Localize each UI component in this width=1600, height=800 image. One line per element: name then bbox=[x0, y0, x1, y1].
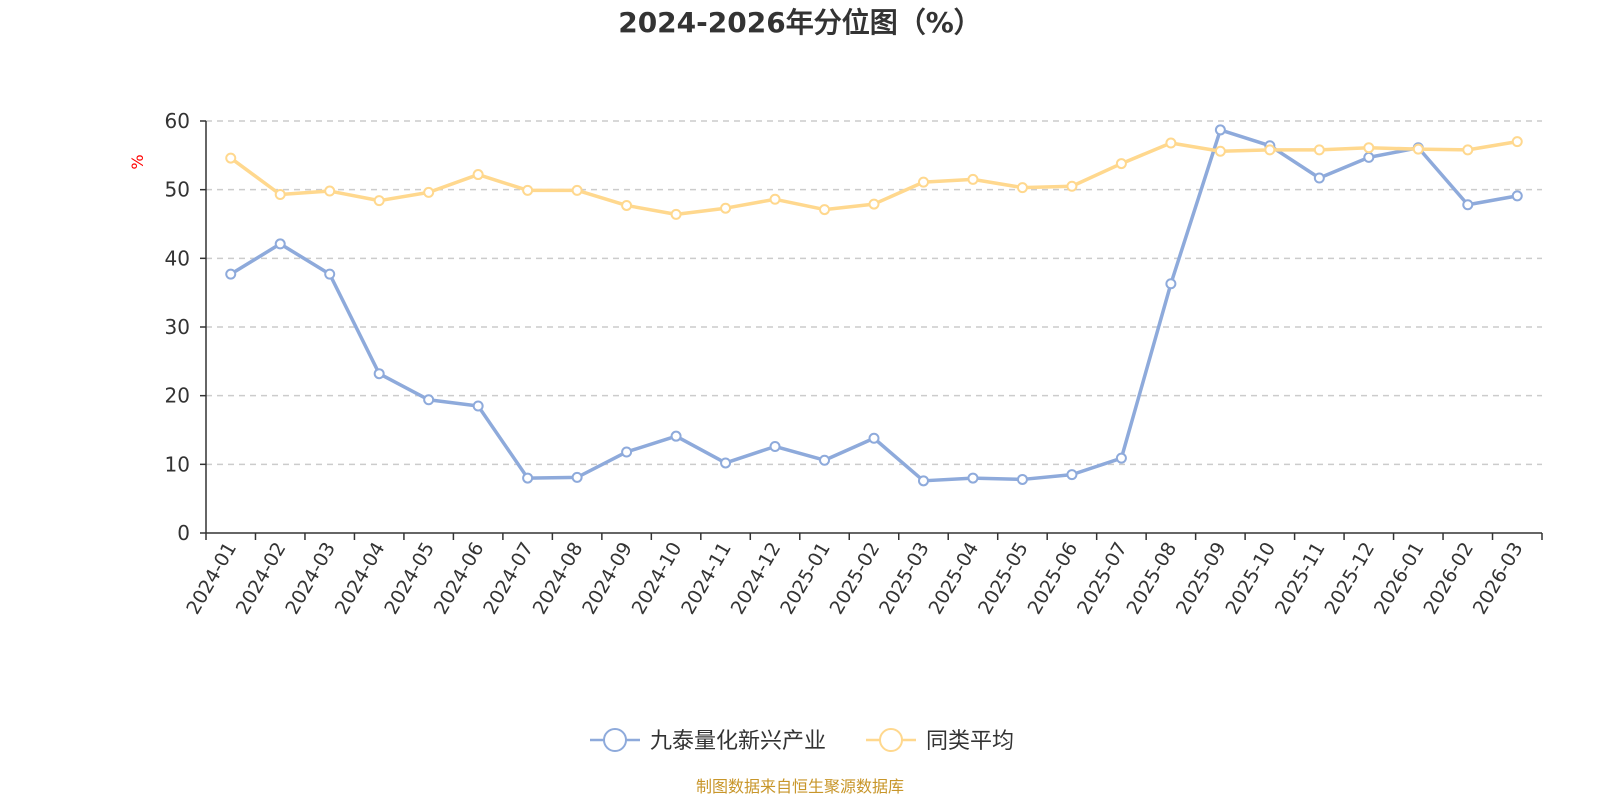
data-point bbox=[967, 173, 979, 185]
data-point bbox=[1165, 278, 1177, 290]
data-point bbox=[472, 400, 484, 412]
data-point bbox=[670, 430, 682, 442]
data-point bbox=[720, 457, 732, 469]
data-point bbox=[967, 472, 979, 484]
data-point bbox=[868, 432, 880, 444]
data-point bbox=[819, 454, 831, 466]
data-point bbox=[373, 368, 385, 380]
legend-marker bbox=[879, 728, 903, 752]
y-tick-label: 40 bbox=[165, 246, 190, 270]
data-point bbox=[819, 204, 831, 216]
data-point bbox=[1165, 137, 1177, 149]
data-point bbox=[423, 394, 435, 406]
data-point bbox=[769, 193, 781, 205]
source-note: 制图数据来自恒生聚源数据库 bbox=[696, 777, 904, 796]
y-axis-unit: % bbox=[128, 154, 147, 169]
data-point bbox=[274, 188, 286, 200]
series-2 bbox=[225, 136, 1523, 220]
data-point bbox=[1412, 143, 1424, 155]
data-point bbox=[472, 169, 484, 181]
grid-lines bbox=[206, 120, 1542, 466]
data-point bbox=[720, 202, 732, 214]
legend-label: 同类平均 bbox=[926, 729, 1014, 754]
y-tick-label: 50 bbox=[165, 178, 190, 202]
y-tick-label: 10 bbox=[165, 452, 190, 476]
data-point bbox=[1363, 151, 1375, 163]
series-1 bbox=[225, 124, 1523, 487]
data-point bbox=[1016, 182, 1028, 194]
data-point bbox=[769, 440, 781, 452]
data-point bbox=[621, 446, 633, 458]
data-point bbox=[324, 268, 336, 280]
y-tick-label: 20 bbox=[165, 384, 190, 408]
data-point bbox=[225, 152, 237, 164]
data-point bbox=[1462, 144, 1474, 156]
data-point bbox=[1115, 158, 1127, 170]
legend: 九泰量化新兴产业 同类平均 bbox=[590, 728, 1014, 754]
data-point bbox=[621, 199, 633, 211]
y-tick-label: 60 bbox=[165, 109, 190, 133]
data-point bbox=[1313, 144, 1325, 156]
data-point bbox=[274, 238, 286, 250]
data-point bbox=[868, 198, 880, 210]
data-point bbox=[1214, 124, 1226, 136]
data-point bbox=[1462, 199, 1474, 211]
legend-label: 九泰量化新兴产业 bbox=[650, 729, 826, 754]
data-point bbox=[917, 475, 929, 487]
data-point bbox=[1066, 469, 1078, 481]
x-tick-label: 2026-03 bbox=[1469, 539, 1528, 619]
data-point bbox=[917, 176, 929, 188]
data-point bbox=[1511, 136, 1523, 148]
series-line bbox=[229, 128, 1518, 483]
data-point bbox=[1313, 172, 1325, 184]
data-point bbox=[670, 208, 682, 220]
data-point bbox=[373, 195, 385, 207]
data-point bbox=[1363, 142, 1375, 154]
x-axis: 2024-012024-022024-032024-042024-052024-… bbox=[182, 532, 1543, 619]
data-point bbox=[1214, 145, 1226, 157]
series-layer bbox=[225, 124, 1523, 487]
chart-title: 2024-2026年分位图（%） bbox=[618, 6, 982, 39]
data-point bbox=[225, 268, 237, 280]
data-point bbox=[1016, 473, 1028, 485]
data-point bbox=[324, 185, 336, 197]
y-axis: 0 10 20 30 40 50 60 bbox=[165, 109, 207, 545]
y-tick-label: 0 bbox=[177, 521, 190, 545]
data-point bbox=[1511, 190, 1523, 202]
data-point bbox=[1264, 144, 1276, 156]
data-point bbox=[423, 186, 435, 198]
data-point bbox=[571, 471, 583, 483]
data-point bbox=[1066, 180, 1078, 192]
legend-marker bbox=[603, 728, 627, 752]
data-point bbox=[1115, 452, 1127, 464]
data-point bbox=[522, 184, 534, 196]
data-point bbox=[571, 184, 583, 196]
data-point bbox=[522, 472, 534, 484]
y-tick-label: 30 bbox=[165, 315, 190, 339]
